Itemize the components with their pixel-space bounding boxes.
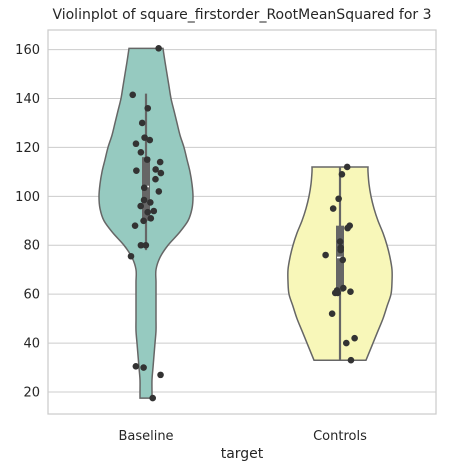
strip-point: [140, 364, 147, 371]
strip-point: [144, 208, 151, 216]
strip-point: [138, 119, 146, 127]
y-tick-label: 20: [23, 385, 40, 400]
strip-point: [152, 166, 159, 173]
chart-title: Violinplot of square_firstorder_RootMean…: [52, 7, 431, 23]
strip-point: [329, 205, 337, 212]
strip-point: [142, 241, 150, 249]
strip-point: [343, 163, 351, 171]
strip-point: [156, 158, 164, 166]
strip-point: [137, 148, 145, 156]
strip-point: [338, 171, 346, 178]
plot-frame: [47, 29, 437, 415]
strip-point: [147, 215, 155, 222]
strip-point: [334, 289, 341, 297]
strip-point: [347, 288, 354, 296]
strip-point: [137, 202, 144, 210]
strip-point: [132, 140, 140, 148]
strip-point: [149, 394, 156, 402]
x-tick-label: Controls: [313, 429, 367, 444]
strip-point: [143, 156, 151, 163]
strip-point: [141, 134, 148, 141]
strip-point: [344, 224, 351, 232]
y-tick-label: 120: [15, 141, 40, 156]
y-tick-label: 60: [23, 288, 40, 303]
strip-point: [147, 199, 154, 206]
strip-points: [127, 45, 358, 402]
x-tick-label: Baseline: [118, 429, 173, 444]
strip-point: [157, 371, 164, 379]
strip-point: [340, 284, 347, 292]
strip-point: [144, 104, 152, 112]
strip-point: [152, 175, 159, 183]
strip-point: [337, 246, 344, 254]
strip-point: [132, 363, 140, 370]
y-tick-label: 160: [15, 43, 40, 58]
strip-point: [328, 310, 336, 318]
y-tick-label: 80: [23, 239, 40, 254]
strip-point: [343, 339, 350, 347]
x-axis-title: target: [221, 446, 264, 462]
strip-point: [150, 207, 158, 215]
strip-point: [335, 195, 342, 203]
strip-point: [137, 241, 145, 249]
y-tick-labels: 20 40 60 80 100 120 140 160: [15, 43, 40, 400]
strip-point: [133, 167, 140, 174]
strip-point: [140, 196, 148, 204]
y-tick-label: 40: [23, 337, 40, 352]
strip-point: [146, 136, 154, 144]
strip-point: [339, 256, 347, 264]
strip-point: [322, 251, 329, 259]
strip-point: [157, 169, 165, 177]
strip-point: [129, 91, 137, 99]
strip-point: [351, 334, 358, 342]
strip-point: [140, 217, 147, 225]
x-tick-labels: Baseline Controls: [118, 429, 367, 444]
strip-point: [347, 356, 355, 364]
y-tick-label: 140: [15, 92, 40, 107]
strip-point: [140, 184, 148, 192]
y-tick-label: 100: [15, 190, 40, 205]
strip-point: [127, 252, 135, 260]
strip-point: [336, 238, 344, 245]
strip-point: [131, 222, 139, 229]
strip-point: [155, 188, 163, 195]
strip-point: [155, 45, 162, 52]
